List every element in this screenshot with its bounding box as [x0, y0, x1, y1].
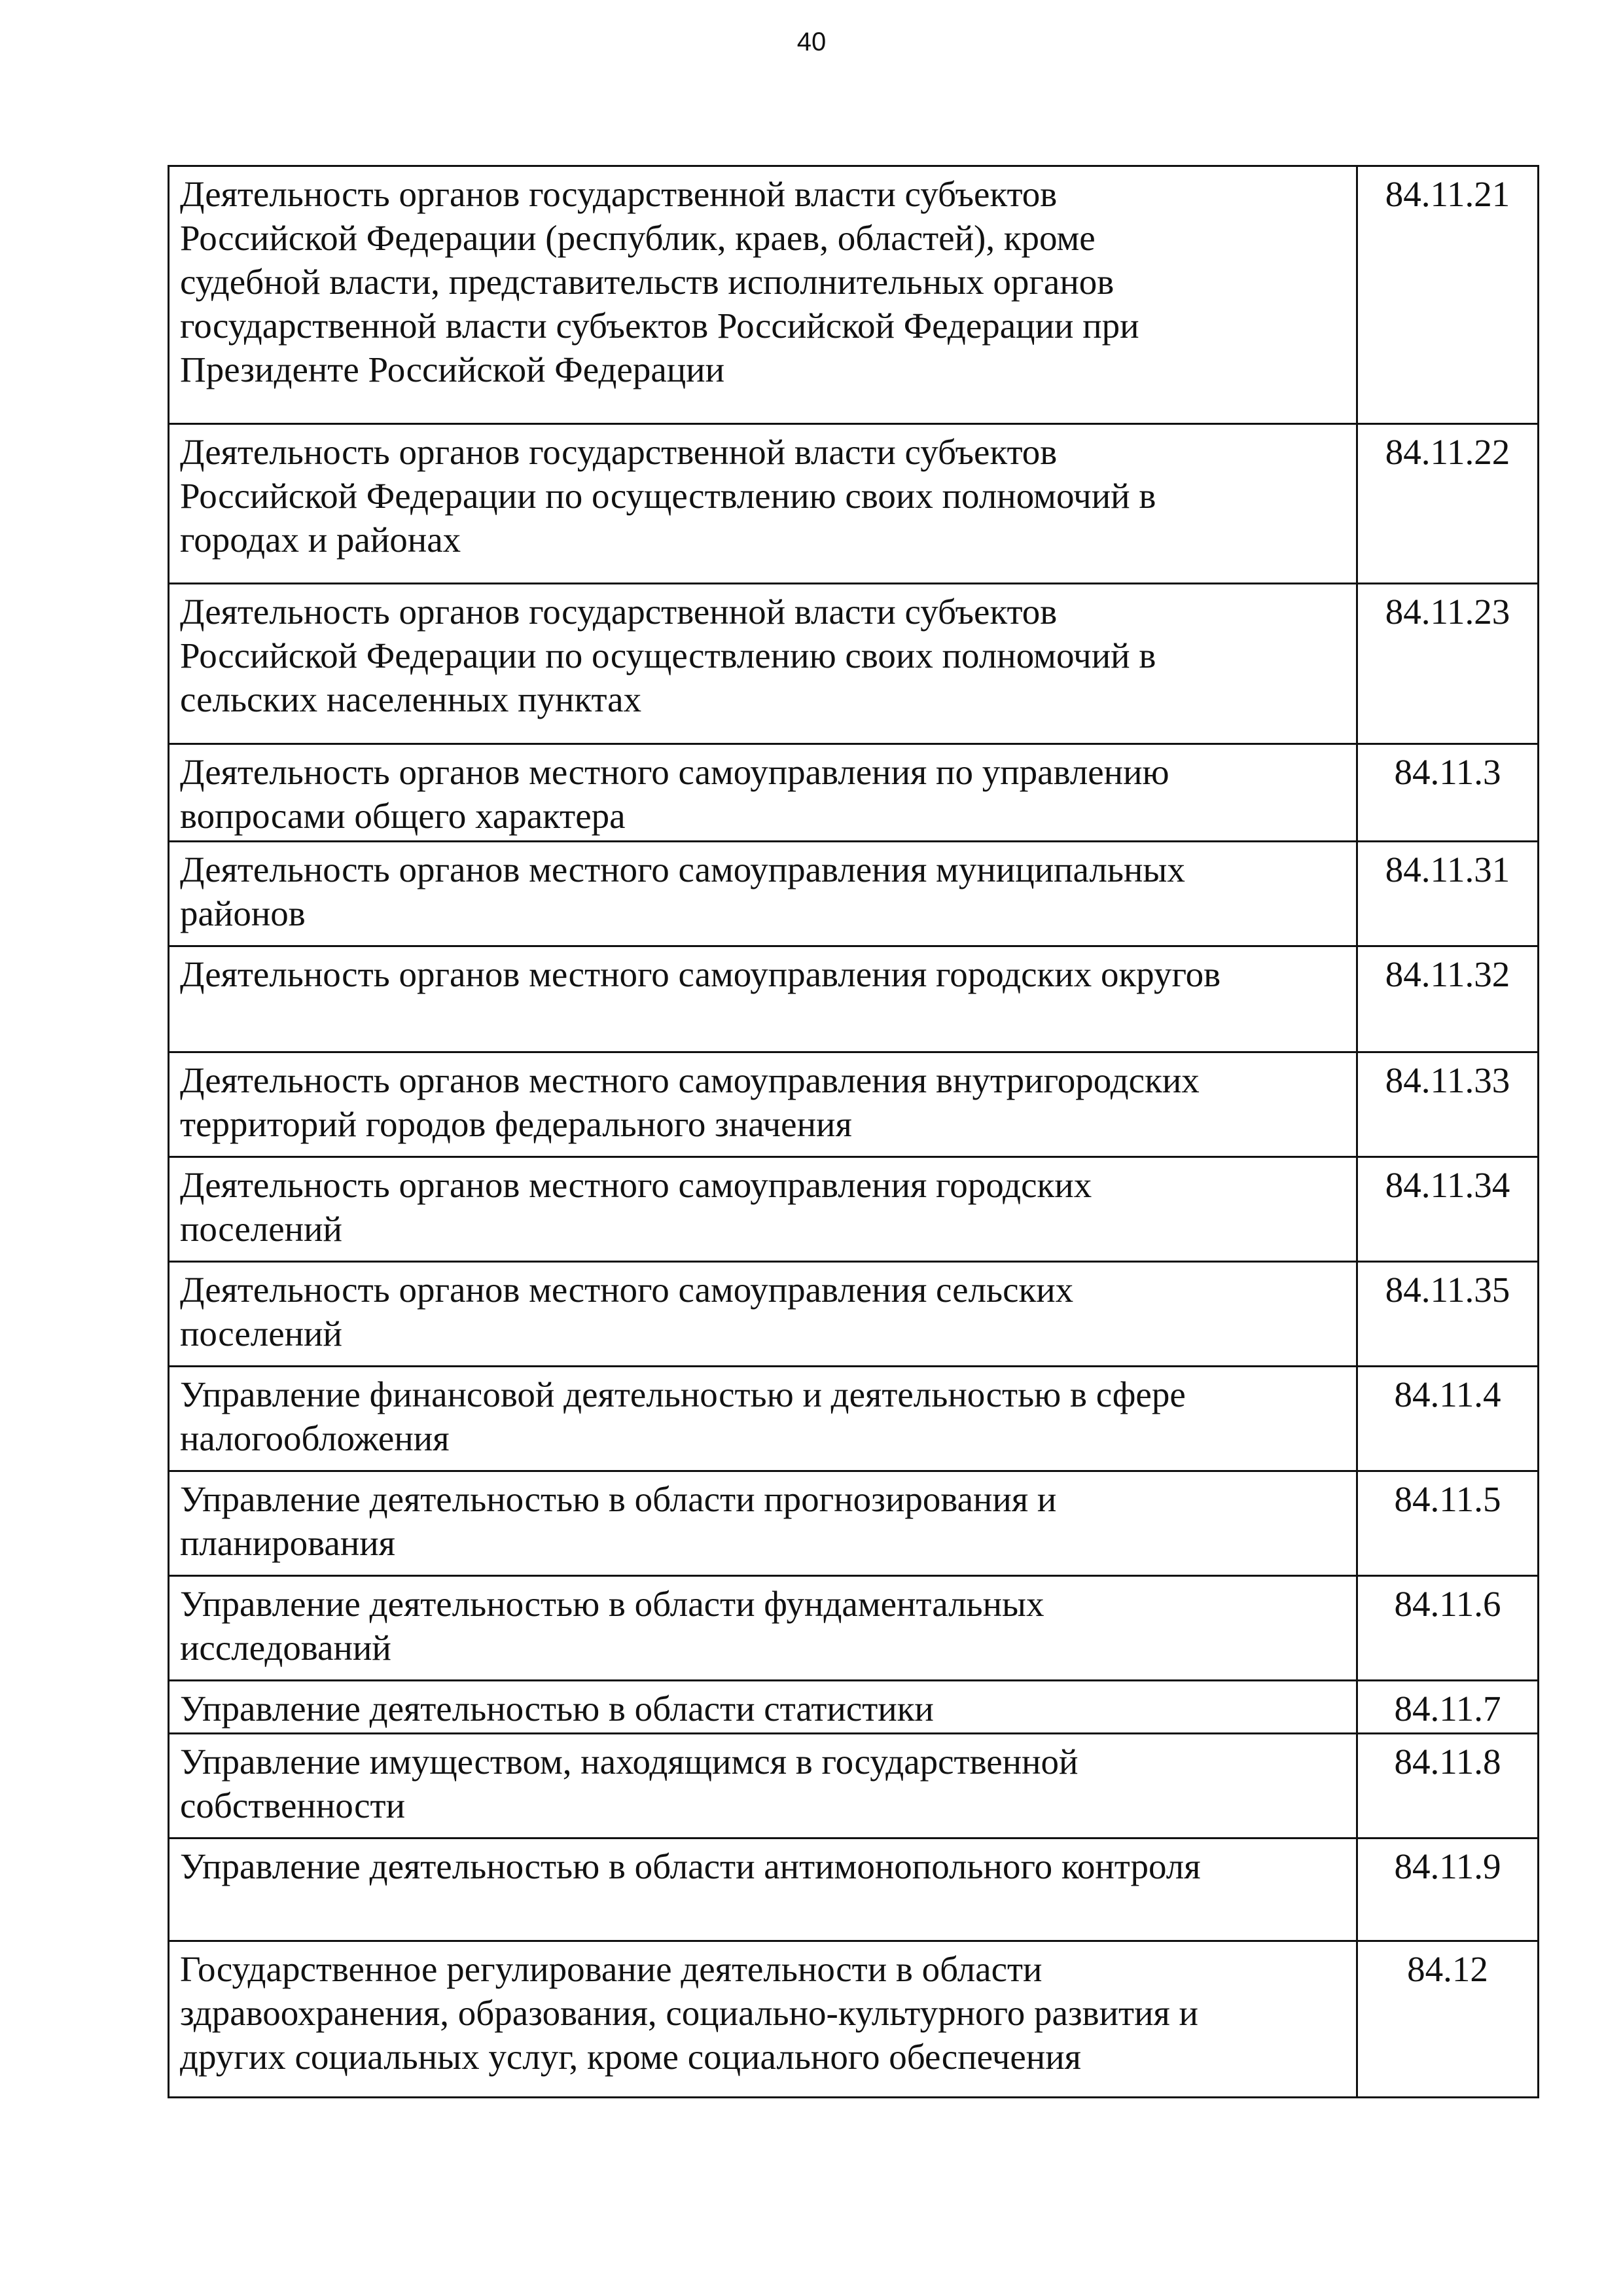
- activity-code: 84.11.6: [1356, 1575, 1539, 1681]
- description-line: Деятельность органов местного самоуправл…: [180, 954, 1221, 994]
- activity-description: Деятельность органов местного самоуправл…: [168, 1156, 1358, 1263]
- description-line: Управление деятельностью в области антим…: [180, 1846, 1201, 1886]
- description-line: Российской Федерации по осуществлению св…: [180, 636, 1156, 675]
- activity-code: 84.11.32: [1356, 945, 1539, 1053]
- description-line: Деятельность органов государственной вла…: [180, 432, 1058, 472]
- description-line: Президенте Российской Федерации: [180, 350, 725, 389]
- table-row: Деятельность органов местного самоуправл…: [168, 840, 1539, 947]
- activity-description: Управление деятельностью в области фунда…: [168, 1575, 1358, 1681]
- description-line: Деятельность органов местного самоуправл…: [180, 1060, 1200, 1100]
- table-row: Управление деятельностью в области стати…: [168, 1679, 1539, 1734]
- description-line: исследований: [180, 1628, 391, 1668]
- activity-code: 84.11.21: [1356, 165, 1539, 425]
- activity-code: 84.11.23: [1356, 583, 1539, 745]
- activity-description: Управление имуществом, находящимся в гос…: [168, 1732, 1358, 1839]
- description-line: поселений: [180, 1209, 342, 1249]
- description-line: Управление деятельностью в области прогн…: [180, 1479, 1057, 1519]
- description-line: районов: [180, 893, 306, 933]
- activity-code: 84.12: [1356, 1940, 1539, 2098]
- table-row: Управление деятельностью в области фунда…: [168, 1575, 1539, 1681]
- description-line: территорий городов федерального значения: [180, 1104, 852, 1144]
- description-line: государственной власти субъектов Российс…: [180, 306, 1139, 346]
- activity-code: 84.11.31: [1356, 840, 1539, 947]
- activity-code: 84.11.8: [1356, 1732, 1539, 1839]
- activity-code: 84.11.4: [1356, 1365, 1539, 1472]
- activity-description: Государственное регулирование деятельнос…: [168, 1940, 1358, 2098]
- table-row: Управление имуществом, находящимся в гос…: [168, 1732, 1539, 1839]
- description-line: Государственное регулирование деятельнос…: [180, 1949, 1043, 1989]
- table-row: Государственное регулирование деятельнос…: [168, 1940, 1539, 2098]
- description-line: планирования: [180, 1523, 395, 1563]
- table-row: Деятельность органов местного самоуправл…: [168, 1156, 1539, 1263]
- page-number: 40: [796, 27, 827, 56]
- table-row: Деятельность органов местного самоуправл…: [168, 743, 1539, 842]
- description-line: поселений: [180, 1314, 342, 1354]
- description-line: городах и районах: [180, 520, 461, 560]
- activity-code: 84.11.33: [1356, 1051, 1539, 1158]
- description-line: вопросами общего характера: [180, 796, 626, 836]
- description-line: Управление деятельностью в области стати…: [180, 1689, 934, 1729]
- classifier-table: Деятельность органов государственной вла…: [168, 165, 1539, 2098]
- description-line: Управление финансовой деятельностью и де…: [180, 1374, 1186, 1414]
- activity-code: 84.11.34: [1356, 1156, 1539, 1263]
- activity-description: Деятельность органов местного самоуправл…: [168, 1261, 1358, 1367]
- description-line: Российской Федерации (республик, краев, …: [180, 218, 1096, 258]
- activity-description: Деятельность органов местного самоуправл…: [168, 743, 1358, 842]
- activity-description: Деятельность органов государственной вла…: [168, 423, 1358, 584]
- activity-description: Управление деятельностью в области стати…: [168, 1679, 1358, 1734]
- description-line: Деятельность органов местного самоуправл…: [180, 1270, 1074, 1310]
- activity-code: 84.11.3: [1356, 743, 1539, 842]
- activity-description: Управление деятельностью в области антим…: [168, 1837, 1358, 1942]
- table-row: Управление деятельностью в области антим…: [168, 1837, 1539, 1942]
- table-row: Деятельность органов местного самоуправл…: [168, 1051, 1539, 1158]
- table-row: Управление финансовой деятельностью и де…: [168, 1365, 1539, 1472]
- activity-description: Деятельность органов местного самоуправл…: [168, 1051, 1358, 1158]
- description-line: Деятельность органов местного самоуправл…: [180, 850, 1185, 889]
- activity-description: Деятельность органов местного самоуправл…: [168, 840, 1358, 947]
- description-line: Деятельность органов местного самоуправл…: [180, 1165, 1092, 1205]
- table-row: Деятельность органов местного самоуправл…: [168, 1261, 1539, 1367]
- activity-code: 84.11.5: [1356, 1470, 1539, 1577]
- description-line: налогообложения: [180, 1418, 450, 1458]
- description-line: здравоохранения, образования, социально-…: [180, 1993, 1198, 2033]
- description-line: Деятельность органов государственной вла…: [180, 592, 1058, 632]
- activity-description: Управление деятельностью в области прогн…: [168, 1470, 1358, 1577]
- description-line: Российской Федерации по осуществлению св…: [180, 476, 1156, 516]
- activity-description: Деятельность органов государственной вла…: [168, 583, 1358, 745]
- activity-description: Управление финансовой деятельностью и де…: [168, 1365, 1358, 1472]
- description-line: других социальных услуг, кроме социально…: [180, 2037, 1081, 2077]
- activity-code: 84.11.7: [1356, 1679, 1539, 1734]
- activity-code: 84.11.22: [1356, 423, 1539, 584]
- table-row: Деятельность органов местного самоуправл…: [168, 945, 1539, 1053]
- description-line: собственности: [180, 1785, 406, 1825]
- table-row: Деятельность органов государственной вла…: [168, 165, 1539, 425]
- description-line: сельских населенных пунктах: [180, 679, 642, 719]
- activity-code: 84.11.9: [1356, 1837, 1539, 1942]
- activity-code: 84.11.35: [1356, 1261, 1539, 1367]
- description-line: Управление имуществом, находящимся в гос…: [180, 1742, 1079, 1782]
- description-line: Деятельность органов государственной вла…: [180, 174, 1058, 214]
- activity-description: Деятельность органов государственной вла…: [168, 165, 1358, 425]
- table-row: Деятельность органов государственной вла…: [168, 583, 1539, 745]
- description-line: Управление деятельностью в области фунда…: [180, 1584, 1044, 1624]
- description-line: Деятельность органов местного самоуправл…: [180, 752, 1169, 792]
- description-line: судебной власти, представительств исполн…: [180, 262, 1115, 302]
- table-row: Управление деятельностью в области прогн…: [168, 1470, 1539, 1577]
- table-row: Деятельность органов государственной вла…: [168, 423, 1539, 584]
- activity-description: Деятельность органов местного самоуправл…: [168, 945, 1358, 1053]
